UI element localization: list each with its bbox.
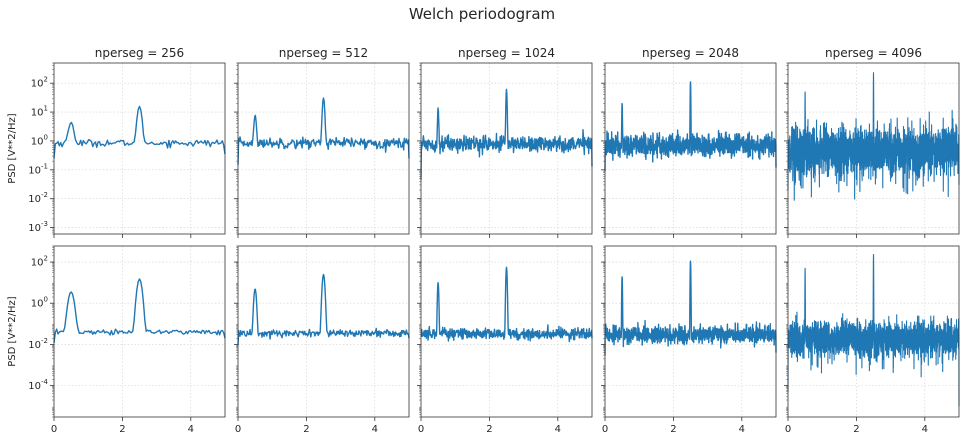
psd-series-line xyxy=(420,266,593,343)
subplot-1-2: 0 2 4 xyxy=(417,245,593,435)
y-tick-label: 102 xyxy=(31,255,48,269)
x-tick-label: 0 xyxy=(785,424,791,435)
subplot-0-1 xyxy=(234,62,410,238)
x-tick-label: 2 xyxy=(303,424,309,435)
psd-series-line xyxy=(420,88,593,180)
axes-frame xyxy=(237,62,410,235)
psd-series-line xyxy=(604,81,777,172)
subplot-1-1: 0 2 4 xyxy=(234,245,410,435)
subplot-grid: nperseg = 256 nperseg = 512 nperseg = 1024… xyxy=(7,46,960,435)
axes-frame xyxy=(604,245,777,418)
y-tick-label: 102 xyxy=(31,76,48,90)
psd-series-line xyxy=(53,278,226,343)
y-axis-label: PSD [V**2/Hz] xyxy=(7,296,18,366)
axes-frame xyxy=(53,62,226,235)
x-tick-label: 0 xyxy=(51,424,57,435)
figure-title: Welch periodogram xyxy=(409,5,555,23)
subplot-1-0: 10-4 10-2 100 102 0 2 4 xyxy=(28,245,226,435)
y-tick-label: 10-2 xyxy=(28,337,48,351)
axes-frame xyxy=(237,245,410,418)
psd-series-line xyxy=(237,97,410,165)
subplot-0-3 xyxy=(601,62,777,238)
subplot-0-4 xyxy=(784,62,960,238)
psd-series-line xyxy=(604,260,777,356)
psd-series-line xyxy=(787,254,960,407)
axes-frame xyxy=(420,245,593,418)
y-tick-label: 10-2 xyxy=(28,191,48,205)
x-tick-label: 0 xyxy=(602,424,608,435)
x-tick-label: 4 xyxy=(739,424,745,435)
x-tick-label: 2 xyxy=(119,424,125,435)
y-tick-label: 100 xyxy=(31,296,48,310)
subplot-title: nperseg = 256 xyxy=(95,46,184,60)
psd-series-line xyxy=(53,105,226,159)
subplot-title: nperseg = 512 xyxy=(279,46,368,60)
subplot-title: nperseg = 4096 xyxy=(825,46,922,60)
x-tick-label: 4 xyxy=(372,424,378,435)
x-tick-label: 4 xyxy=(188,424,194,435)
x-tick-label: 2 xyxy=(853,424,859,435)
axes-frame xyxy=(787,62,960,235)
x-tick-label: 0 xyxy=(418,424,424,435)
y-tick-label: 100 xyxy=(31,133,48,147)
subplot-1-4: 0 2 4 xyxy=(784,245,960,435)
x-tick-label: 2 xyxy=(486,424,492,435)
axes-frame xyxy=(53,245,226,418)
axes-frame xyxy=(604,62,777,235)
x-tick-label: 2 xyxy=(670,424,676,435)
axes-frame xyxy=(420,62,593,235)
y-tick-label: 101 xyxy=(31,105,48,119)
x-tick-label: 4 xyxy=(555,424,561,435)
axes-frame xyxy=(787,245,960,418)
subplot-0-0: 10-3 10-2 10-1 100 101 102 xyxy=(28,62,226,238)
y-tick-label: 10-3 xyxy=(28,220,48,234)
psd-series-line xyxy=(237,273,410,346)
subplot-title: nperseg = 1024 xyxy=(458,46,555,60)
subplot-title: nperseg = 2048 xyxy=(642,46,739,60)
subplot-1-3: 0 2 4 xyxy=(601,245,777,435)
y-axis-label: PSD [V**2/Hz] xyxy=(7,113,18,183)
x-tick-label: 0 xyxy=(235,424,241,435)
subplot-0-2 xyxy=(417,62,593,238)
psd-series-line xyxy=(787,72,960,201)
x-tick-label: 4 xyxy=(922,424,928,435)
y-tick-label: 10-4 xyxy=(28,378,48,392)
y-tick-label: 10-1 xyxy=(28,162,48,176)
